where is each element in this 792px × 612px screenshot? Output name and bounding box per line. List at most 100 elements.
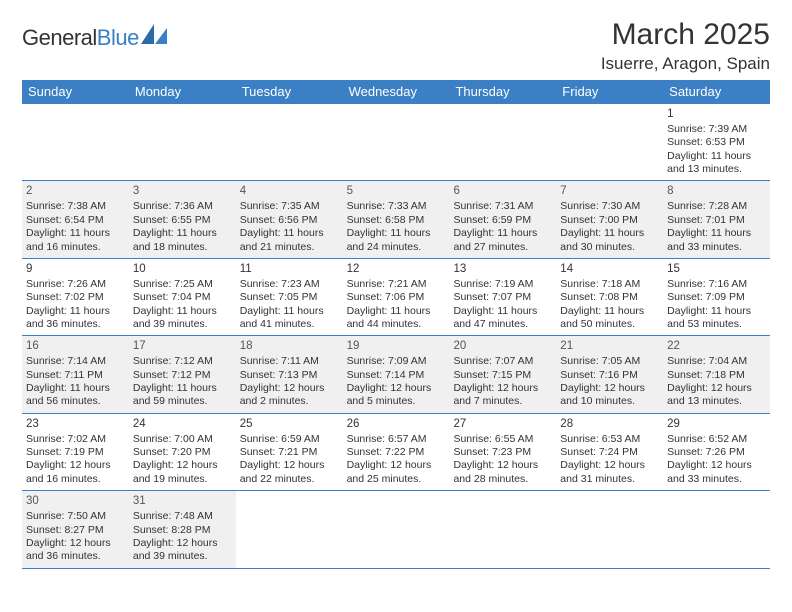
- day-number: 27: [453, 417, 552, 432]
- day-info: Sunrise: 7:21 AMSunset: 7:06 PMDaylight:…: [347, 278, 446, 332]
- day-info: Sunrise: 7:28 AMSunset: 7:01 PMDaylight:…: [667, 200, 766, 254]
- empty-cell: [449, 491, 556, 567]
- day-cell: 3Sunrise: 7:36 AMSunset: 6:55 PMDaylight…: [129, 181, 236, 257]
- day-cell: 15Sunrise: 7:16 AMSunset: 7:09 PMDayligh…: [663, 259, 770, 335]
- day-number: 3: [133, 184, 232, 199]
- day-header-cell: Thursday: [449, 80, 556, 104]
- empty-cell: [236, 491, 343, 567]
- day-cell: 16Sunrise: 7:14 AMSunset: 7:11 PMDayligh…: [22, 336, 129, 412]
- sail-icon: [141, 24, 167, 44]
- day-cell: 6Sunrise: 7:31 AMSunset: 6:59 PMDaylight…: [449, 181, 556, 257]
- week-row: 9Sunrise: 7:26 AMSunset: 7:02 PMDaylight…: [22, 259, 770, 336]
- empty-cell: [556, 491, 663, 567]
- day-info: Sunrise: 7:16 AMSunset: 7:09 PMDaylight:…: [667, 278, 766, 332]
- week-row: 16Sunrise: 7:14 AMSunset: 7:11 PMDayligh…: [22, 336, 770, 413]
- day-cell: 14Sunrise: 7:18 AMSunset: 7:08 PMDayligh…: [556, 259, 663, 335]
- day-header-cell: Tuesday: [236, 80, 343, 104]
- empty-cell: [22, 104, 129, 180]
- day-number: 14: [560, 262, 659, 277]
- day-number: 22: [667, 339, 766, 354]
- brand-logo: GeneralBlue: [22, 18, 167, 52]
- day-number: 28: [560, 417, 659, 432]
- day-cell: 24Sunrise: 7:00 AMSunset: 7:20 PMDayligh…: [129, 414, 236, 490]
- day-info: Sunrise: 7:39 AMSunset: 6:53 PMDaylight:…: [667, 123, 766, 177]
- title-block: March 2025 Isuerre, Aragon, Spain: [601, 18, 770, 74]
- day-header-cell: Friday: [556, 80, 663, 104]
- day-cell: 31Sunrise: 7:48 AMSunset: 8:28 PMDayligh…: [129, 491, 236, 567]
- day-cell: 7Sunrise: 7:30 AMSunset: 7:00 PMDaylight…: [556, 181, 663, 257]
- week-row: 2Sunrise: 7:38 AMSunset: 6:54 PMDaylight…: [22, 181, 770, 258]
- empty-cell: [343, 491, 450, 567]
- day-header-cell: Sunday: [22, 80, 129, 104]
- day-number: 24: [133, 417, 232, 432]
- brand-part-b: Blue: [97, 25, 139, 50]
- empty-cell: [556, 104, 663, 180]
- week-row: 30Sunrise: 7:50 AMSunset: 8:27 PMDayligh…: [22, 491, 770, 568]
- empty-cell: [449, 104, 556, 180]
- day-number: 26: [347, 417, 446, 432]
- day-cell: 18Sunrise: 7:11 AMSunset: 7:13 PMDayligh…: [236, 336, 343, 412]
- day-cell: 19Sunrise: 7:09 AMSunset: 7:14 PMDayligh…: [343, 336, 450, 412]
- empty-cell: [343, 104, 450, 180]
- day-number: 7: [560, 184, 659, 199]
- empty-cell: [236, 104, 343, 180]
- day-info: Sunrise: 7:09 AMSunset: 7:14 PMDaylight:…: [347, 355, 446, 409]
- day-info: Sunrise: 7:35 AMSunset: 6:56 PMDaylight:…: [240, 200, 339, 254]
- day-info: Sunrise: 7:00 AMSunset: 7:20 PMDaylight:…: [133, 433, 232, 487]
- day-info: Sunrise: 7:50 AMSunset: 8:27 PMDaylight:…: [26, 510, 125, 564]
- header: GeneralBlue March 2025 Isuerre, Aragon, …: [22, 18, 770, 74]
- day-number: 16: [26, 339, 125, 354]
- day-number: 6: [453, 184, 552, 199]
- brand-part-a: General: [22, 25, 97, 50]
- day-cell: 17Sunrise: 7:12 AMSunset: 7:12 PMDayligh…: [129, 336, 236, 412]
- day-info: Sunrise: 7:30 AMSunset: 7:00 PMDaylight:…: [560, 200, 659, 254]
- day-cell: 11Sunrise: 7:23 AMSunset: 7:05 PMDayligh…: [236, 259, 343, 335]
- day-cell: 26Sunrise: 6:57 AMSunset: 7:22 PMDayligh…: [343, 414, 450, 490]
- calendar: SundayMondayTuesdayWednesdayThursdayFrid…: [22, 80, 770, 569]
- day-info: Sunrise: 7:12 AMSunset: 7:12 PMDaylight:…: [133, 355, 232, 409]
- day-info: Sunrise: 6:57 AMSunset: 7:22 PMDaylight:…: [347, 433, 446, 487]
- day-cell: 22Sunrise: 7:04 AMSunset: 7:18 PMDayligh…: [663, 336, 770, 412]
- day-number: 21: [560, 339, 659, 354]
- day-number: 19: [347, 339, 446, 354]
- day-info: Sunrise: 7:48 AMSunset: 8:28 PMDaylight:…: [133, 510, 232, 564]
- day-cell: 8Sunrise: 7:28 AMSunset: 7:01 PMDaylight…: [663, 181, 770, 257]
- day-cell: 27Sunrise: 6:55 AMSunset: 7:23 PMDayligh…: [449, 414, 556, 490]
- day-info: Sunrise: 6:52 AMSunset: 7:26 PMDaylight:…: [667, 433, 766, 487]
- day-number: 9: [26, 262, 125, 277]
- day-cell: 29Sunrise: 6:52 AMSunset: 7:26 PMDayligh…: [663, 414, 770, 490]
- day-number: 4: [240, 184, 339, 199]
- day-info: Sunrise: 7:07 AMSunset: 7:15 PMDaylight:…: [453, 355, 552, 409]
- day-info: Sunrise: 7:02 AMSunset: 7:19 PMDaylight:…: [26, 433, 125, 487]
- day-info: Sunrise: 7:31 AMSunset: 6:59 PMDaylight:…: [453, 200, 552, 254]
- day-cell: 25Sunrise: 6:59 AMSunset: 7:21 PMDayligh…: [236, 414, 343, 490]
- day-number: 17: [133, 339, 232, 354]
- location: Isuerre, Aragon, Spain: [601, 54, 770, 74]
- day-info: Sunrise: 7:18 AMSunset: 7:08 PMDaylight:…: [560, 278, 659, 332]
- day-number: 29: [667, 417, 766, 432]
- day-header-cell: Wednesday: [343, 80, 450, 104]
- day-cell: 20Sunrise: 7:07 AMSunset: 7:15 PMDayligh…: [449, 336, 556, 412]
- day-cell: 2Sunrise: 7:38 AMSunset: 6:54 PMDaylight…: [22, 181, 129, 257]
- day-number: 18: [240, 339, 339, 354]
- day-number: 23: [26, 417, 125, 432]
- day-cell: 13Sunrise: 7:19 AMSunset: 7:07 PMDayligh…: [449, 259, 556, 335]
- day-cell: 23Sunrise: 7:02 AMSunset: 7:19 PMDayligh…: [22, 414, 129, 490]
- day-number: 31: [133, 494, 232, 509]
- empty-cell: [129, 104, 236, 180]
- day-header-cell: Monday: [129, 80, 236, 104]
- empty-cell: [663, 491, 770, 567]
- day-number: 8: [667, 184, 766, 199]
- day-cell: 1Sunrise: 7:39 AMSunset: 6:53 PMDaylight…: [663, 104, 770, 180]
- day-info: Sunrise: 7:19 AMSunset: 7:07 PMDaylight:…: [453, 278, 552, 332]
- day-number: 12: [347, 262, 446, 277]
- day-info: Sunrise: 6:55 AMSunset: 7:23 PMDaylight:…: [453, 433, 552, 487]
- day-info: Sunrise: 7:05 AMSunset: 7:16 PMDaylight:…: [560, 355, 659, 409]
- day-number: 25: [240, 417, 339, 432]
- day-info: Sunrise: 7:11 AMSunset: 7:13 PMDaylight:…: [240, 355, 339, 409]
- day-header-row: SundayMondayTuesdayWednesdayThursdayFrid…: [22, 80, 770, 104]
- day-info: Sunrise: 7:25 AMSunset: 7:04 PMDaylight:…: [133, 278, 232, 332]
- calendar-page: GeneralBlue March 2025 Isuerre, Aragon, …: [0, 0, 792, 569]
- day-cell: 12Sunrise: 7:21 AMSunset: 7:06 PMDayligh…: [343, 259, 450, 335]
- day-number: 20: [453, 339, 552, 354]
